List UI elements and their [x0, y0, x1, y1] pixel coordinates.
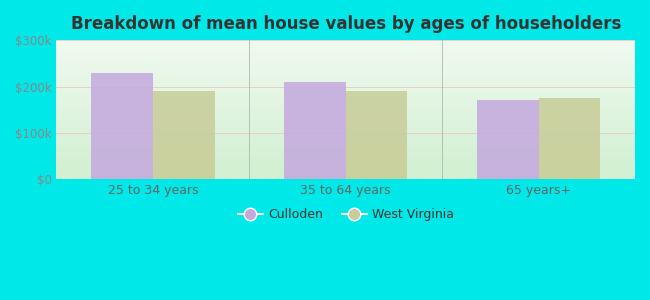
Bar	[153, 91, 215, 179]
Bar	[91, 73, 153, 179]
Bar	[284, 82, 346, 179]
Bar	[346, 91, 408, 179]
Legend: Culloden, West Virginia: Culloden, West Virginia	[233, 203, 458, 226]
Bar	[477, 100, 539, 179]
Bar	[539, 98, 601, 179]
Title: Breakdown of mean house values by ages of householders: Breakdown of mean house values by ages o…	[71, 15, 621, 33]
